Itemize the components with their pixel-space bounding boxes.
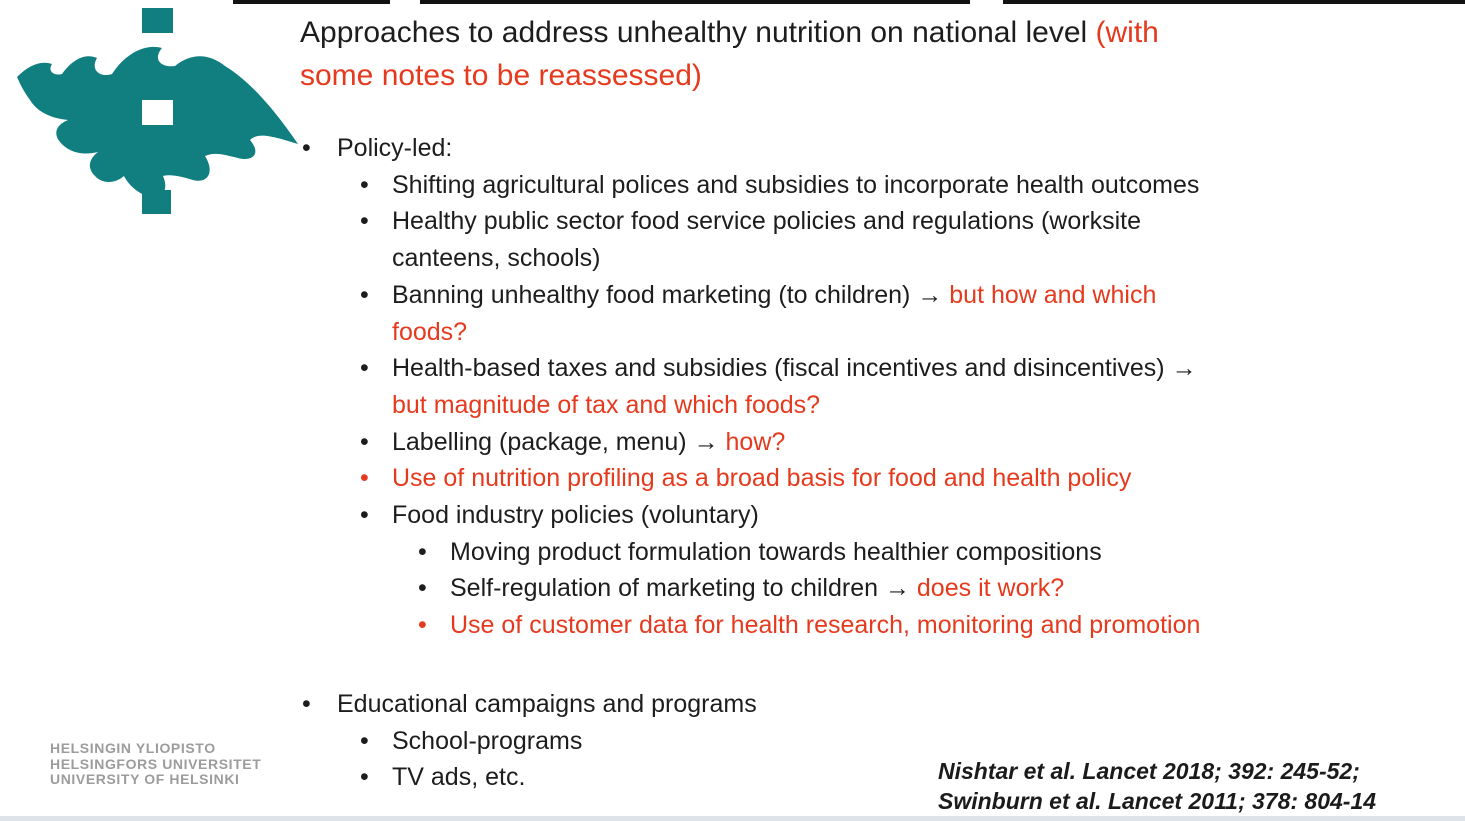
- bullet-marker: •: [360, 280, 369, 309]
- list-item-text: Banning unhealthy food marketing (to chi…: [392, 277, 1156, 350]
- list-item-text-segment: Use of customer data for health research…: [450, 611, 1201, 640]
- bullet-marker: •: [360, 427, 369, 456]
- frame-top-edge: [233, 0, 1465, 4]
- list-item: • Use of customer data for health researc…: [0, 607, 1465, 644]
- list-item-text-segment: Moving product formulation towards healt…: [450, 537, 1102, 566]
- bullet-marker: •: [360, 726, 369, 755]
- bullet-marker: •: [360, 170, 369, 199]
- citation-line-1: Nishtar et al. Lancet 2018; 392: 245-52;: [938, 758, 1360, 784]
- bullet-marker: •: [302, 689, 311, 718]
- bullet-marker: •: [302, 134, 311, 162]
- list-item-text: TV ads, etc.: [392, 759, 525, 796]
- list-item-text-segment: Policy-led:: [337, 134, 453, 162]
- bullet-marker: •: [360, 464, 369, 493]
- list-item-text-segment: Self-regulation of marketing to children…: [450, 574, 917, 603]
- bullet-marker: •: [360, 207, 369, 236]
- list-item-text-segment: Educational campaigns and programs: [337, 689, 757, 718]
- list-item: • Self-regulation of marketing to childre…: [0, 570, 1465, 607]
- list-item-text: Policy-led:: [337, 130, 452, 167]
- bullet-marker: •: [360, 763, 369, 792]
- list-item: • Moving product formulation towards heal…: [0, 534, 1465, 571]
- slide-title: Approaches to address unhealthy nutritio…: [300, 11, 1430, 97]
- list-item-text: Self-regulation of marketing to children…: [450, 570, 1064, 607]
- list-item-text-segment: Food industry policies (voluntary): [392, 501, 759, 530]
- bullet-marker: •: [360, 354, 369, 383]
- list-item-text: Food industry policies (voluntary): [392, 497, 759, 534]
- list-item-text: Moving product formulation towards healt…: [450, 534, 1102, 571]
- list-item: • Labelling (package, menu) → how?: [0, 424, 1465, 461]
- list-item: • School-programs: [0, 723, 1465, 760]
- list-item-text: School-programs: [392, 723, 582, 760]
- list-item-text-segment: Labelling (package, menu) →: [392, 427, 726, 456]
- bullet-marker: •: [418, 611, 427, 640]
- list-item: • Health-based taxes and subsidies (fisca…: [0, 350, 1465, 423]
- university-wordmark: HELSINGIN YLIOPISTO HELSINGFORS UNIVERSI…: [50, 740, 262, 788]
- list-item-text-segment: Shifting agricultural polices and subsid…: [392, 170, 1200, 199]
- list-item: • Banning unhealthy food marketing (to ch…: [0, 277, 1465, 350]
- bullet-marker: •: [418, 574, 427, 603]
- list-item-text-segment: Use of nutrition profiling as a broad ba…: [392, 464, 1132, 493]
- slide-title-note: (with some notes to be reassessed): [300, 16, 1159, 92]
- list-item-text: Educational campaigns and programs: [337, 686, 757, 723]
- list-item: • Shifting agricultural polices and subsi…: [0, 167, 1465, 204]
- citation-line-2: Swinburn et al. Lancet 2011; 378: 804-14: [938, 787, 1377, 814]
- bullet-list: • Policy-led: • Shifting agricultural polic…: [0, 130, 1465, 796]
- bullet-marker: •: [418, 537, 427, 566]
- list-item: • Healthy public sector food service poli…: [0, 203, 1465, 276]
- citation: Nishtar et al. Lancet 2018; 392: 245-52;…: [938, 757, 1376, 816]
- list-item-text: Use of customer data for health research…: [450, 607, 1200, 644]
- list-item-text-segment: TV ads, etc.: [392, 763, 526, 792]
- list-item-text: Labelling (package, menu) → how?: [392, 424, 785, 461]
- wordmark-line-fi: HELSINGIN YLIOPISTO: [50, 740, 216, 756]
- slide-title-main: Approaches to address unhealthy nutritio…: [300, 16, 1096, 49]
- wordmark-line-en: UNIVERSITY OF HELSINKI: [50, 771, 240, 787]
- list-item-text: Healthy public sector food service polic…: [392, 203, 1141, 276]
- list-item-text-segment: Health-based taxes and subsidies (fiscal…: [392, 354, 1204, 383]
- wordmark-line-sv: HELSINGFORS UNIVERSITET: [50, 755, 262, 772]
- list-item-text-segment: School-programs: [392, 726, 583, 755]
- list-item-text-segment: but magnitude of tax and which foods?: [392, 390, 821, 419]
- list-item-text-segment: does it work?: [916, 574, 1065, 603]
- list-item-text: Use of nutrition profiling as a broad ba…: [392, 460, 1131, 497]
- bullet-marker: •: [360, 501, 369, 530]
- list-item: • TV ads, etc.: [0, 759, 1465, 796]
- list-item-text: Health-based taxes and subsidies (fiscal…: [392, 350, 1204, 423]
- university-of-helsinki-flame-icon: [17, 8, 298, 214]
- list-item-text-segment: Healthy public sector food service polic…: [392, 207, 1141, 273]
- list-item: • Use of nutrition profiling as a broad b…: [0, 460, 1465, 497]
- list-item-text-segment: but how and which foods?: [392, 280, 1157, 346]
- list-item-text: Shifting agricultural polices and subsid…: [392, 167, 1199, 204]
- list-item: • Policy-led:: [0, 130, 1465, 167]
- frame-bottom-edge: [0, 816, 1465, 821]
- list-item: • Food industry policies (voluntary): [0, 497, 1465, 534]
- list-item: • Educational campaigns and programs: [0, 686, 1465, 723]
- list-item-text-segment: how?: [725, 427, 786, 456]
- list-item-text-segment: Banning unhealthy food marketing (to chi…: [392, 280, 950, 309]
